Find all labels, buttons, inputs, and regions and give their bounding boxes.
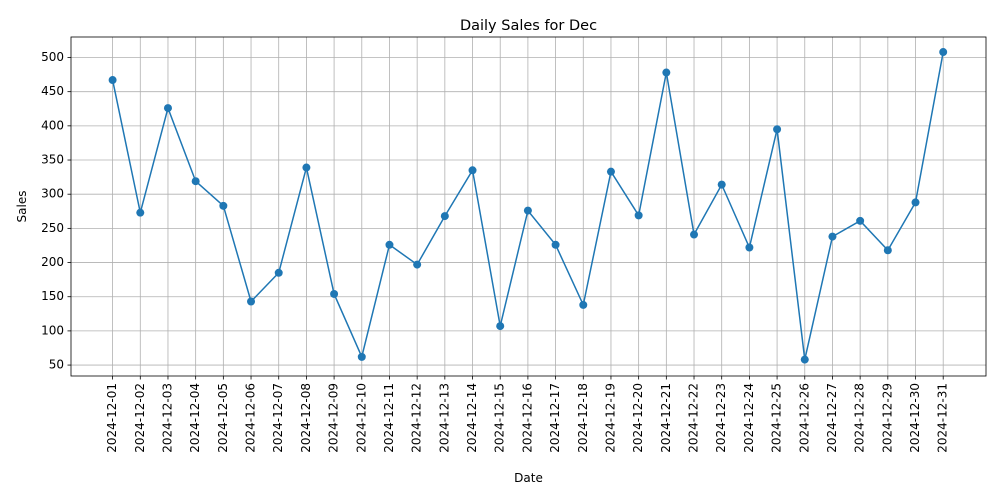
x-tick-label: 2024-12-23 (714, 383, 728, 453)
data-point (274, 268, 283, 277)
data-point (468, 166, 477, 175)
data-point (357, 352, 366, 361)
x-tick-label: 2024-12-21 (659, 383, 673, 453)
x-tick-label: 2024-12-29 (880, 383, 894, 453)
y-tick-label: 50 (49, 358, 64, 372)
data-point (579, 300, 588, 309)
y-tick-label: 450 (41, 84, 64, 98)
data-points (108, 48, 948, 364)
x-tick-label: 2024-12-18 (576, 383, 590, 453)
x-tick-label: 2024-12-26 (797, 383, 811, 453)
data-point (856, 216, 865, 225)
x-tick-label: 2024-12-15 (493, 383, 507, 453)
x-tick-label: 2024-12-03 (160, 383, 174, 453)
x-tick-label: 2024-12-31 (936, 383, 950, 453)
x-tick-label: 2024-12-11 (382, 383, 396, 453)
data-point (440, 212, 449, 221)
data-point (911, 198, 920, 207)
y-axis-ticks: 50 100 150 200 250 300 350 400 450 500 (41, 50, 71, 372)
data-point (191, 177, 200, 186)
x-tick-label: 2024-12-24 (742, 383, 756, 453)
x-axis-label: Date (514, 471, 543, 485)
y-tick-label: 300 (41, 187, 64, 201)
x-tick-label: 2024-12-20 (631, 383, 645, 453)
x-tick-label: 2024-12-27 (825, 383, 839, 453)
y-tick-label: 100 (41, 323, 64, 337)
x-tick-label: 2024-12-16 (520, 383, 534, 453)
x-tick-label: 2024-12-06 (244, 383, 258, 453)
plot-frame (70, 36, 987, 377)
data-point (496, 322, 505, 331)
x-tick-label: 2024-12-30 (908, 383, 922, 453)
data-point (745, 243, 754, 252)
y-axis-label: Sales (15, 191, 29, 223)
data-point (717, 180, 726, 189)
y-tick-label: 350 (41, 153, 64, 167)
data-point (247, 297, 256, 306)
x-tick-label: 2024-12-04 (188, 383, 202, 453)
y-tick-label: 150 (41, 289, 64, 303)
data-point (800, 355, 809, 364)
data-point (634, 211, 643, 220)
y-tick-label: 400 (41, 118, 64, 132)
data-point (108, 76, 117, 85)
x-tick-label: 2024-12-28 (853, 383, 867, 453)
data-point (330, 289, 339, 298)
data-point (163, 104, 172, 113)
x-tick-label: 2024-12-19 (603, 383, 617, 453)
x-tick-label: 2024-12-10 (354, 383, 368, 453)
x-tick-label: 2024-12-08 (299, 383, 313, 453)
x-tick-label: 2024-12-22 (687, 383, 701, 453)
x-tick-label: 2024-12-07 (271, 383, 285, 453)
x-tick-label: 2024-12-13 (437, 383, 451, 453)
x-tick-label: 2024-12-25 (770, 383, 784, 453)
data-point (136, 208, 145, 217)
data-point (773, 125, 782, 134)
y-tick-label: 250 (41, 221, 64, 235)
x-axis-ticks: 2024-12-01 2024-12-02 2024-12-03 2024-12-04… (105, 376, 950, 453)
y-tick-label: 200 (41, 255, 64, 269)
data-point (385, 240, 394, 249)
data-point (939, 48, 948, 57)
x-tick-label: 2024-12-17 (548, 383, 562, 453)
x-tick-label: 2024-12-02 (133, 383, 147, 453)
data-point (551, 240, 560, 249)
data-point (413, 260, 422, 269)
x-tick-label: 2024-12-01 (105, 383, 119, 453)
data-point (606, 167, 615, 176)
grid-lines (71, 37, 986, 376)
data-point (883, 246, 892, 255)
data-point (302, 163, 311, 172)
x-tick-label: 2024-12-14 (465, 383, 479, 453)
x-tick-label: 2024-12-05 (216, 383, 230, 453)
y-tick-label: 500 (41, 50, 64, 64)
data-point (690, 230, 699, 239)
x-tick-label: 2024-12-12 (410, 383, 424, 453)
x-tick-label: 2024-12-09 (327, 383, 341, 453)
data-point (219, 201, 228, 210)
data-point (828, 232, 837, 241)
data-point (523, 206, 532, 215)
data-point (662, 68, 671, 77)
chart-title: Daily Sales for Dec (460, 18, 597, 34)
